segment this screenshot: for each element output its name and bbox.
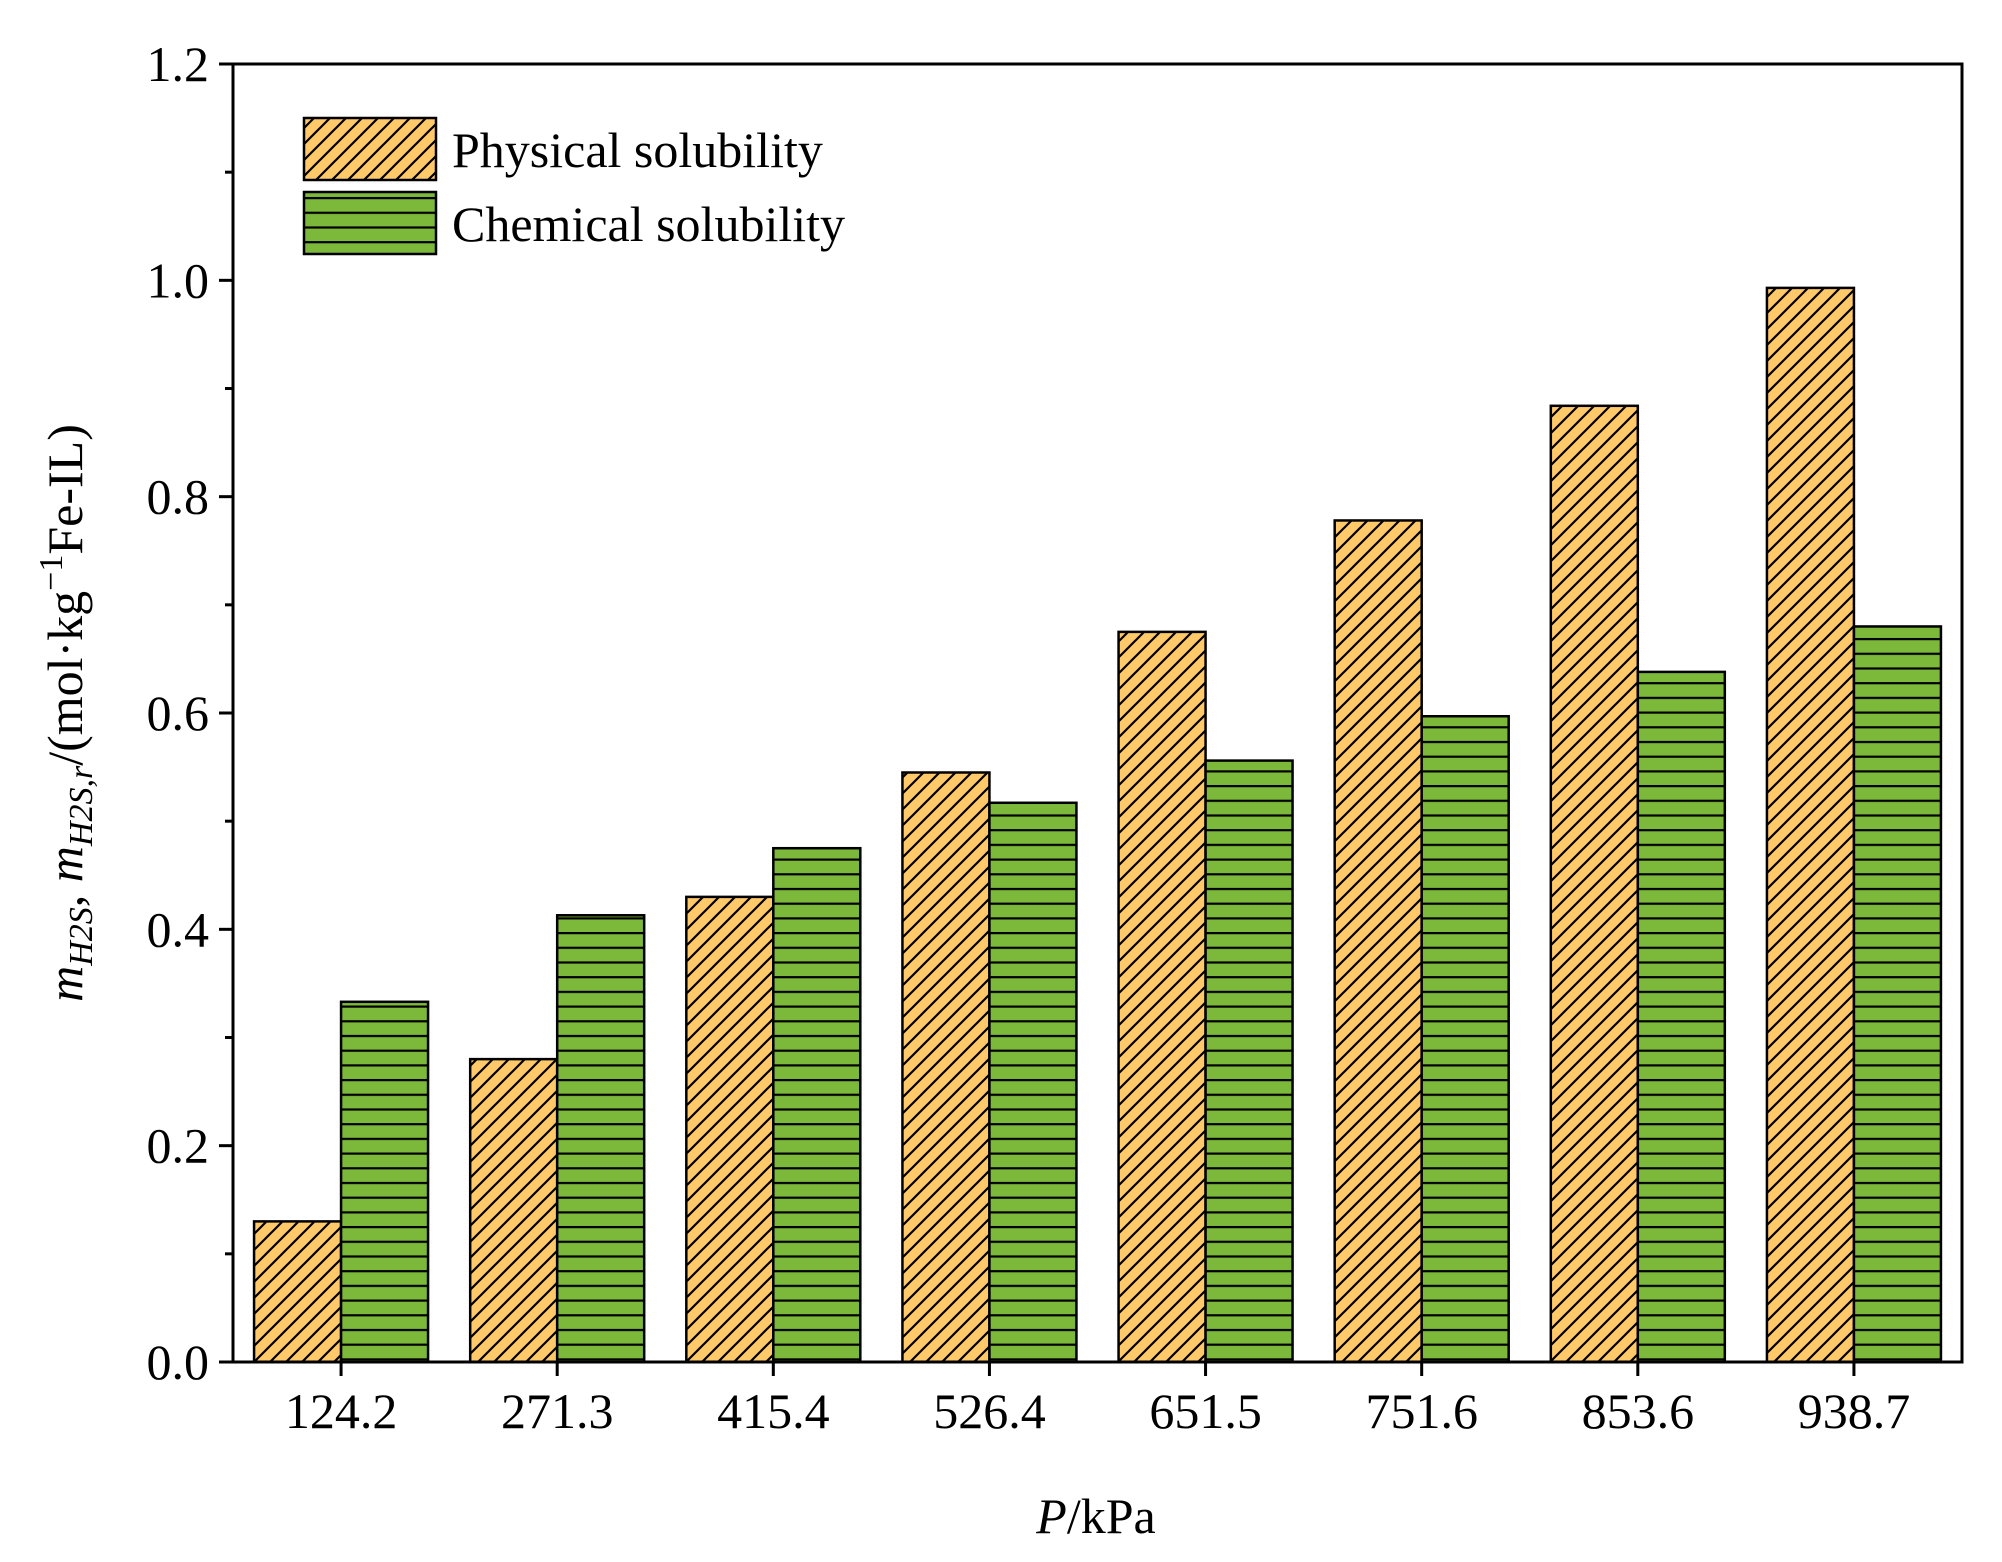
x-axis-title-variable: P: [1035, 1488, 1067, 1544]
y-tick-label: 0.2: [147, 1118, 210, 1174]
bar-physical-651-5: [1117, 630, 1207, 1364]
x-tick-label: 124.2: [285, 1383, 398, 1439]
x-tick-label: 271.3: [501, 1383, 614, 1439]
bar-physical-124-2: [252, 1220, 343, 1364]
bar-physical-751-6: [1333, 519, 1423, 1364]
bar-chemical-271-3: [555, 914, 646, 1364]
y-tick-label: 0.4: [147, 901, 210, 957]
x-axis-title: P/kPa: [1035, 1488, 1155, 1544]
y-axis-title-sub2: H2S,r: [63, 765, 100, 847]
y-tick-label: 0.0: [147, 1334, 210, 1390]
x-tick-label: 853.6: [1582, 1383, 1695, 1439]
bar-physical-853-6: [1549, 404, 1640, 1364]
bar-chemical-526-4: [988, 801, 1078, 1364]
y-tick-label: 1.0: [147, 252, 210, 308]
x-tick-label: 938.7: [1798, 1383, 1911, 1439]
axes-layer: 124.2 271.3 415.4 526.4 651.5 751.6 853.6 938.7…: [147, 36, 1911, 1439]
bar-chemical-415-4: [772, 846, 862, 1364]
y-tick-label: 0.8: [147, 469, 210, 525]
x-tick-label: 751.6: [1365, 1383, 1478, 1439]
y-axis-title-sub1: H2S: [63, 907, 100, 967]
legend-swatch-chemical: [302, 190, 438, 256]
y-axis-title-m2: m: [37, 846, 93, 882]
x-tick-label: 651.5: [1149, 1383, 1262, 1439]
bar-chemical-651-5: [1204, 759, 1294, 1364]
bar-physical-526-4: [901, 771, 991, 1364]
bar-physical-271-3: [468, 1057, 559, 1364]
x-tick-label: 526.4: [933, 1383, 1046, 1439]
legend-label-chemical: Chemical solubility: [452, 196, 845, 252]
x-tick-label: 415.4: [717, 1383, 830, 1439]
bar-physical-415-4: [685, 895, 775, 1364]
y-axis-title: mH2S, mH2S,r/(mol·kg−1Fe-IL): [33, 424, 100, 1002]
bar-chemical-938-7: [1852, 625, 1943, 1364]
y-axis-title-unit-pre: /(mol·kg: [37, 591, 93, 766]
bar-chemical-853-6: [1636, 670, 1727, 1364]
bar-chemical-124-2: [339, 1000, 430, 1364]
x-axis-title-unit: /kPa: [1067, 1488, 1156, 1544]
bars-layer: [252, 286, 1943, 1364]
y-axis-title-sep: ,: [37, 882, 93, 907]
y-tick-label: 1.2: [147, 36, 210, 92]
y-axis-title-sup: −1: [33, 555, 70, 591]
bar-physical-938-7: [1765, 286, 1856, 1364]
y-axis-title-m1: m: [37, 966, 93, 1002]
legend-swatch-physical: [302, 116, 438, 182]
legend: Physical solubility Chemical solubility: [302, 116, 845, 256]
y-tick-label: 0.6: [147, 685, 210, 741]
bar-chemical-751-6: [1420, 714, 1510, 1364]
y-axis-title-unit-post: Fe-IL): [37, 424, 93, 555]
legend-label-physical: Physical solubility: [452, 122, 823, 178]
